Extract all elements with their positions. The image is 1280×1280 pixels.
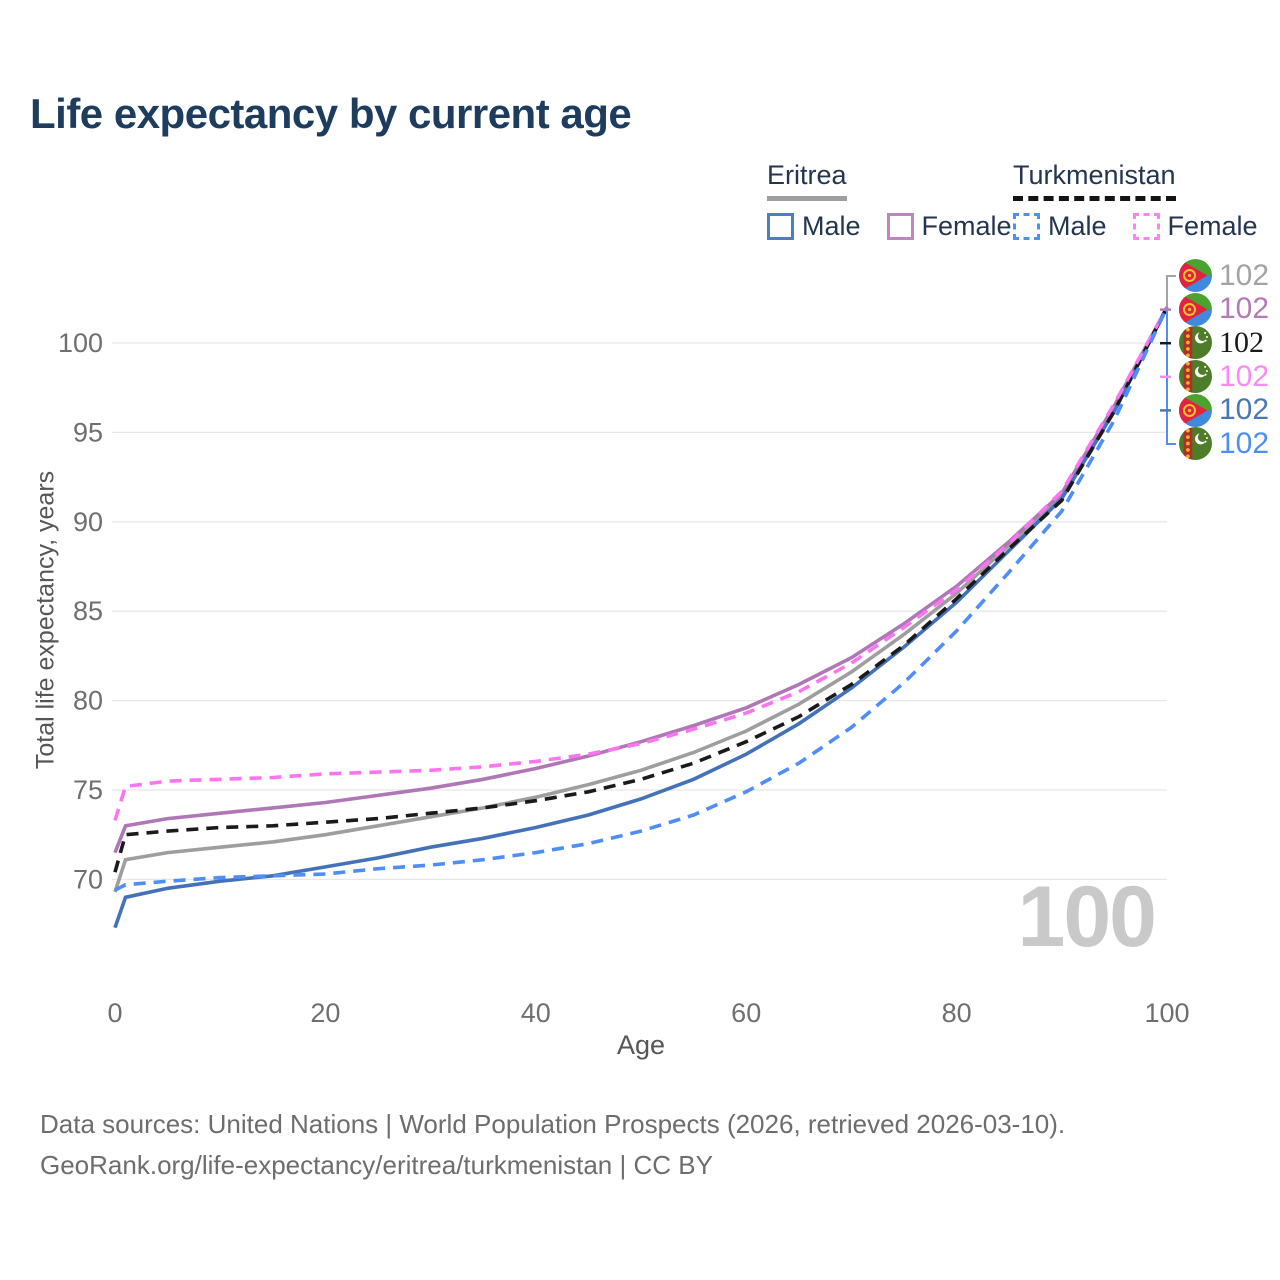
age-watermark: 100 bbox=[1017, 869, 1157, 965]
legend-item-eritrea-female[interactable]: Female bbox=[886, 211, 1012, 242]
turkmenistan-flag-icon bbox=[1179, 427, 1212, 460]
x-axis-label: Age bbox=[616, 1030, 666, 1060]
y-tick-label: 70 bbox=[73, 864, 103, 894]
series-end-label: 102 bbox=[1179, 293, 1269, 327]
end-label-value: 102 bbox=[1219, 426, 1270, 460]
series-line-turkmenistan-both bbox=[113, 306, 1169, 873]
attribution-text: GeoRank.org/life-expectancy/eritrea/turk… bbox=[40, 1150, 713, 1180]
x-tick-label: 80 bbox=[942, 998, 972, 1028]
series-end-labels: 102 102 102 102 102 102 bbox=[1179, 259, 1269, 461]
x-tick-label: 40 bbox=[521, 998, 551, 1028]
y-tick-label: 75 bbox=[73, 775, 103, 805]
legend-item-label: Female bbox=[1167, 211, 1258, 241]
series-end-label: 102 bbox=[1179, 360, 1269, 394]
end-label-value: 102 bbox=[1219, 359, 1270, 393]
legend-item-label: Male bbox=[1048, 211, 1107, 241]
gridlines bbox=[112, 342, 1167, 881]
turkmenistan-male-checkbox[interactable] bbox=[1013, 213, 1040, 240]
eritrea-flag-icon bbox=[1179, 293, 1212, 326]
turkmenistan-female-checkbox[interactable] bbox=[1132, 213, 1160, 240]
legend-country-turkmenistan: Turkmenistan bbox=[1013, 160, 1176, 201]
end-label-value: 102 bbox=[1219, 292, 1270, 326]
footer: Data sources: United Nations | World Pop… bbox=[40, 1104, 1065, 1186]
axis-ticks: 70 75 80 85 90 95 100 0 20 40 60 80 100 bbox=[58, 328, 1190, 1028]
leader-line bbox=[1166, 307, 1176, 445]
series-end-label: 102 bbox=[1179, 326, 1269, 360]
y-tick-label: 85 bbox=[73, 596, 103, 626]
series-lines bbox=[113, 306, 1169, 929]
series-end-label: 102 bbox=[1179, 427, 1269, 461]
y-tick-label: 90 bbox=[73, 507, 103, 537]
page-title: Life expectancy by current age bbox=[30, 90, 632, 137]
y-tick-label: 95 bbox=[73, 417, 103, 447]
legend-group-eritrea: Eritrea Male Female bbox=[767, 160, 1012, 242]
series-line-turkmenistan-male bbox=[114, 306, 1169, 892]
y-tick-label: 80 bbox=[73, 686, 103, 716]
eritrea-flag-icon bbox=[1179, 394, 1212, 427]
x-tick-label: 60 bbox=[731, 998, 761, 1028]
series-end-label: 102 bbox=[1179, 259, 1269, 293]
series-line-eritrea-male bbox=[113, 306, 1169, 929]
legend-country-eritrea: Eritrea bbox=[767, 160, 847, 201]
y-tick-label: 100 bbox=[58, 328, 103, 358]
x-tick-label: 20 bbox=[310, 998, 340, 1028]
x-tick-label: 100 bbox=[1144, 998, 1189, 1028]
x-tick-label: 0 bbox=[107, 998, 122, 1028]
series-end-label: 102 bbox=[1179, 393, 1269, 427]
legend-group-turkmenistan: Turkmenistan Male Female bbox=[1013, 160, 1258, 242]
eritrea-female-checkbox[interactable] bbox=[886, 213, 914, 240]
turkmenistan-flag-icon bbox=[1179, 326, 1212, 359]
legend-item-eritrea-male[interactable]: Male bbox=[767, 211, 861, 242]
end-label-value: 102 bbox=[1219, 393, 1270, 427]
y-axis-label: Total life expectancy, years bbox=[31, 470, 60, 770]
series-line-eritrea-both bbox=[113, 306, 1169, 893]
legend-item-label: Male bbox=[802, 211, 861, 241]
series-line-turkmenistan-female bbox=[113, 306, 1169, 821]
eritrea-flag-icon bbox=[1179, 259, 1212, 292]
data-sources-text: Data sources: United Nations | World Pop… bbox=[40, 1109, 1066, 1139]
legend-item-label: Female bbox=[921, 211, 1012, 241]
turkmenistan-flag-icon bbox=[1179, 360, 1212, 393]
eritrea-male-checkbox[interactable] bbox=[767, 213, 794, 240]
end-label-value: 102 bbox=[1219, 258, 1270, 292]
leader-line bbox=[1166, 275, 1176, 308]
legend-item-turkmenistan-male[interactable]: Male bbox=[1013, 211, 1107, 242]
legend-item-turkmenistan-female[interactable]: Female bbox=[1132, 211, 1258, 242]
end-label-value: 102 bbox=[1219, 325, 1264, 359]
end-label-leader-lines bbox=[1160, 275, 1176, 445]
